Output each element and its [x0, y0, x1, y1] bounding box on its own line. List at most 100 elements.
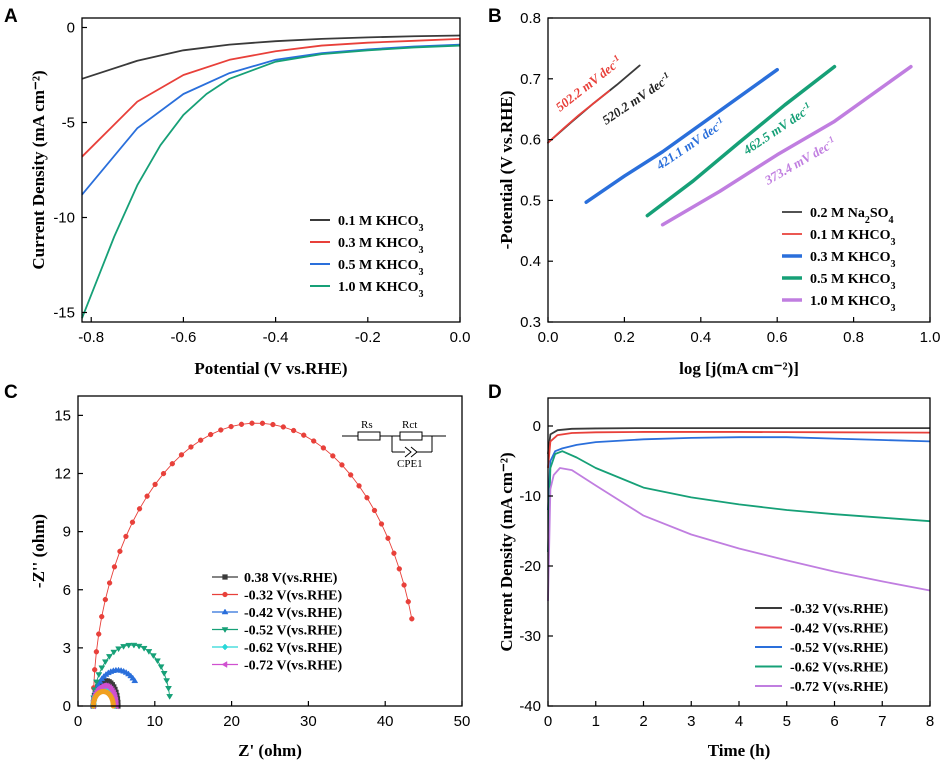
panel-d-x-tick-label: 3 — [687, 713, 695, 730]
panel-a-x-ticks: -0.8 -0.6 -0.4 -0.2 0.0 — [78, 317, 470, 346]
panel-a-label: A — [4, 6, 18, 27]
panel-c-legend-marker — [221, 661, 228, 668]
panel-c-legend: 0.38 V(vs.RHE) -0.32 V(vs.RHE) -0.42 V(vs.… — [212, 571, 342, 674]
panel-c-data-point — [145, 649, 153, 655]
panel-b-x-tick-label: 1.0 — [920, 329, 941, 346]
panel-c-x-ticks: 0 10 20 30 40 50 — [74, 701, 471, 730]
panel-c-data-point — [96, 631, 102, 637]
panel-a-y-tick-label: 0 — [67, 20, 75, 37]
panel-c-x-tick-label: 30 — [300, 713, 317, 730]
panel-b-series-1-0-m-khco — [660, 64, 913, 227]
panel-c-x-tick-label: 10 — [146, 713, 163, 730]
panel-c-data-point — [364, 495, 370, 501]
panel-c-data-point — [160, 470, 167, 477]
panel-a-x-tick-label: -0.2 — [355, 329, 381, 346]
panel-d-y-ticks: 0 -10 -20 -30 -40 — [519, 418, 553, 715]
panel-c-data-point — [117, 548, 123, 554]
panel-c-data-point — [270, 421, 276, 428]
panel-a-frame — [81, 17, 461, 323]
panel-a-y-label: Current Density (mA cm⁻²) — [29, 70, 48, 269]
panel-c-x-label: Z' (ohm) — [238, 741, 302, 760]
panel-d-y-tick-label: 0 — [533, 418, 541, 435]
panel-d-x-tick-label: 6 — [830, 713, 838, 730]
panel-d-series-0-42-v-vs-rhe — [547, 431, 931, 469]
panel-c-data-point — [409, 616, 415, 622]
panel-b-legend-entry: 0.5 M KHCO3 — [810, 272, 896, 292]
panel-c-data-point — [169, 461, 175, 467]
panel-c-legend-marker — [221, 627, 229, 633]
panel-c-y-tick-label: 12 — [54, 466, 71, 483]
panel-c-legend-marker — [221, 608, 229, 615]
panel-c-y-tick-label: 6 — [63, 582, 71, 599]
panel-c-data-point — [228, 423, 234, 430]
panel-b: B 0.0 0.2 0.4 0.6 0.8 1.0 0.30.40.50.60.70.8 … — [488, 6, 940, 378]
panel-c-data-point — [238, 421, 245, 427]
panel-c-data-point — [93, 649, 100, 655]
panel-d-x-label: Time (h) — [708, 741, 771, 760]
panel-c-data-point — [165, 686, 172, 692]
panel-a-series-0-1-m-khco — [81, 34, 461, 80]
panel-c-data-point — [130, 642, 138, 649]
panel-d-x-tick-label: 2 — [639, 713, 647, 730]
panel-c-data-point — [405, 599, 411, 605]
panel-a-series-1-0-m-khco — [81, 44, 461, 319]
panel-b-legend-entry: 1.0 M KHCO3 — [810, 294, 896, 314]
panel-b-slope-annotation: 421.1 mV dec-1 — [652, 115, 728, 173]
panel-c-y-label: -Z'' (ohm) — [29, 514, 48, 588]
panel-c-data-point — [301, 432, 307, 438]
panel-a-legend-entry: 0.1 M KHCO3 — [338, 214, 424, 234]
panel-c-data-point — [152, 481, 158, 488]
panel-b-y-tick-label: 0.3 — [520, 314, 541, 331]
panel-a-x-tick-label: 0.0 — [450, 329, 471, 346]
panel-d-y-label: Current Density (mA cm⁻²) — [497, 452, 516, 651]
panel-c-label: C — [4, 382, 18, 403]
panel-d-series-0-32-v-vs-rhe — [547, 427, 930, 455]
panel-c-y-tick-label: 0 — [63, 698, 71, 715]
panel-c-data-point — [249, 420, 255, 426]
panel-c-series — [89, 420, 415, 710]
panel-d-legend-entry: -0.72 V(vs.RHE) — [790, 680, 888, 695]
panel-d-x-ticks: 0 1 2 3 4 5 6 7 8 — [544, 701, 934, 730]
panel-d-series-0-52-v-vs-rhe — [547, 436, 931, 511]
panel-c-data-point — [120, 644, 127, 650]
panel-d-y-tick-label: -30 — [519, 628, 541, 645]
panel-c-data-point — [99, 613, 105, 620]
panel-d-legend-entry: -0.52 V(vs.RHE) — [790, 641, 888, 656]
panel-b-x-tick-label: 0.0 — [538, 329, 559, 346]
panel-a-legend-entry: 0.3 M KHCO3 — [338, 236, 424, 256]
panel-c-data-point — [131, 677, 139, 684]
panel-b-series-0-3-m-khco — [584, 67, 779, 204]
panel-c-data-point — [401, 582, 407, 588]
panel-c-data-point — [149, 653, 157, 660]
panel-c-legend-entry: -0.72 V(vs.RHE) — [244, 659, 342, 674]
panel-c-data-point — [135, 643, 143, 650]
panel-c-x-tick-label: 50 — [454, 713, 471, 730]
panel-b-frame — [547, 17, 931, 323]
panel-a-y-tick-label: -5 — [62, 115, 75, 132]
panel-c-y-tick-label: 9 — [63, 524, 71, 541]
panel-c-legend-entry: 0.38 V(vs.RHE) — [244, 571, 338, 586]
panel-c-legend-marker — [221, 643, 229, 651]
panel-c-data-point — [102, 596, 108, 603]
circuit-label-rs: Rs — [361, 419, 373, 431]
panel-c-data-point — [163, 678, 171, 685]
panel-c-data-point — [98, 665, 106, 672]
panel-d-y-tick-label: -10 — [519, 488, 541, 505]
panel-c-data-point — [101, 659, 109, 666]
panel-c-data-point — [339, 462, 345, 468]
panel-c-legend-entry: -0.42 V(vs.RHE) — [244, 606, 342, 621]
panel-c-data-point — [154, 658, 161, 665]
panel-c-data-point — [140, 645, 148, 652]
panel-b-legend-entry: 0.1 M KHCO3 — [810, 228, 896, 248]
panel-d-legend-entry: -0.62 V(vs.RHE) — [790, 661, 888, 676]
panel-c-data-point — [391, 550, 397, 556]
panel-c-data-point — [115, 646, 123, 653]
panel-b-x-tick-label: 0.4 — [690, 329, 711, 346]
panel-c-legend-marker — [222, 591, 228, 598]
panel-b-legend-entry: 0.2 M Na2SO4 — [810, 206, 894, 226]
panel-a-series-0-3-m-khco — [81, 38, 461, 158]
panel-d-x-tick-label: 5 — [783, 713, 791, 730]
panel-c-x-tick-label: 40 — [377, 713, 394, 730]
panel-c-x-tick-label: 20 — [223, 713, 240, 730]
